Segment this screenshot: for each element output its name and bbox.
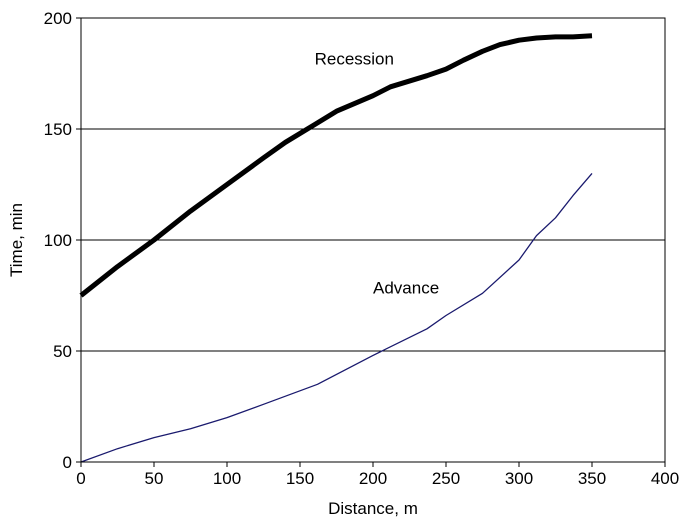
x-tick-label: 350: [578, 469, 606, 488]
x-tick-label: 200: [359, 469, 387, 488]
x-axis-ticks: 0 50 100 150 200 250 300 350 400: [76, 462, 679, 488]
x-tick-label: 0: [76, 469, 85, 488]
x-tick-label: 250: [432, 469, 460, 488]
y-axis-ticks: 0 50 100 150 200: [44, 9, 81, 472]
y-tick-label: 100: [44, 231, 72, 250]
gridlines: [81, 128, 665, 352]
x-tick-label: 400: [651, 469, 679, 488]
series-layer: [79, 33, 593, 463]
x-tick-label: 300: [505, 469, 533, 488]
labels-layer: Recession Advance: [315, 50, 440, 298]
y-tick-label: 150: [44, 120, 72, 139]
series-line-advance: [80, 172, 593, 463]
x-axis-title: Distance, m: [328, 499, 418, 518]
x-tick-label: 50: [145, 469, 164, 488]
y-tick-label: 200: [44, 9, 72, 28]
x-tick-label: 100: [213, 469, 241, 488]
series-line-recession: [79, 33, 593, 298]
series-label-recession: Recession: [315, 50, 394, 69]
series-label-advance: Advance: [373, 278, 439, 297]
x-tick-label: 150: [286, 469, 314, 488]
y-tick-label: 0: [63, 453, 72, 472]
y-tick-label: 50: [53, 342, 72, 361]
y-axis-title: Time, min: [7, 203, 26, 277]
